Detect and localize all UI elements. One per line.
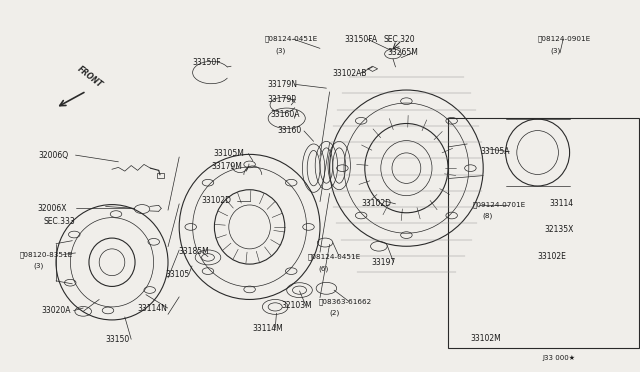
Text: SEC.320: SEC.320 <box>384 35 415 44</box>
Text: 33102E: 33102E <box>538 252 566 261</box>
Text: (8): (8) <box>483 212 493 219</box>
Text: 33105: 33105 <box>165 270 189 279</box>
Text: 33114: 33114 <box>549 199 573 208</box>
Text: 33105A: 33105A <box>480 147 509 156</box>
Text: FRONT: FRONT <box>76 64 104 89</box>
Text: Ⓑ09124-0701E: Ⓑ09124-0701E <box>472 201 525 208</box>
Text: 33114M: 33114M <box>253 324 284 333</box>
Text: (3): (3) <box>33 263 44 269</box>
Text: 33105M: 33105M <box>213 149 244 158</box>
Text: (6): (6) <box>319 265 329 272</box>
Text: (3): (3) <box>550 47 561 54</box>
Text: Ⓝ08363-61662: Ⓝ08363-61662 <box>319 298 372 305</box>
Text: 32006Q: 32006Q <box>38 151 68 160</box>
Text: 32103M: 32103M <box>282 301 312 310</box>
Bar <box>157 173 164 178</box>
Text: Ⓑ08124-0901E: Ⓑ08124-0901E <box>538 36 591 42</box>
Text: 33179N: 33179N <box>268 80 298 89</box>
Text: 33160A: 33160A <box>270 110 300 119</box>
Text: (2): (2) <box>330 310 340 317</box>
Text: 33114N: 33114N <box>138 304 168 312</box>
Text: 33102AB: 33102AB <box>333 69 367 78</box>
Text: 33265M: 33265M <box>387 48 418 57</box>
Text: 32135X: 32135X <box>544 225 573 234</box>
Text: 33179M: 33179M <box>211 162 242 171</box>
Text: J33 000★: J33 000★ <box>543 355 576 361</box>
Text: 33150: 33150 <box>106 335 130 344</box>
Text: 33197: 33197 <box>371 258 396 267</box>
Text: 33150FA: 33150FA <box>344 35 378 44</box>
Text: Ⓑ08124-0451E: Ⓑ08124-0451E <box>307 253 360 260</box>
Bar <box>448 118 639 348</box>
Text: SEC.333: SEC.333 <box>44 217 76 226</box>
Text: 33102D: 33102D <box>202 196 232 205</box>
Text: 33102D: 33102D <box>362 199 392 208</box>
Text: 33102M: 33102M <box>470 334 501 343</box>
Text: 33185M: 33185M <box>178 247 209 256</box>
Text: 33020A: 33020A <box>42 306 71 315</box>
Text: 33160: 33160 <box>278 126 302 135</box>
Text: 32006X: 32006X <box>37 204 67 213</box>
Text: 33179P: 33179P <box>268 95 296 104</box>
Text: (3): (3) <box>275 47 285 54</box>
Text: 33150F: 33150F <box>192 58 221 67</box>
Text: Ⓑ08124-0451E: Ⓑ08124-0451E <box>264 36 317 42</box>
Text: Ⓑ08120-8351E: Ⓑ08120-8351E <box>19 251 72 258</box>
